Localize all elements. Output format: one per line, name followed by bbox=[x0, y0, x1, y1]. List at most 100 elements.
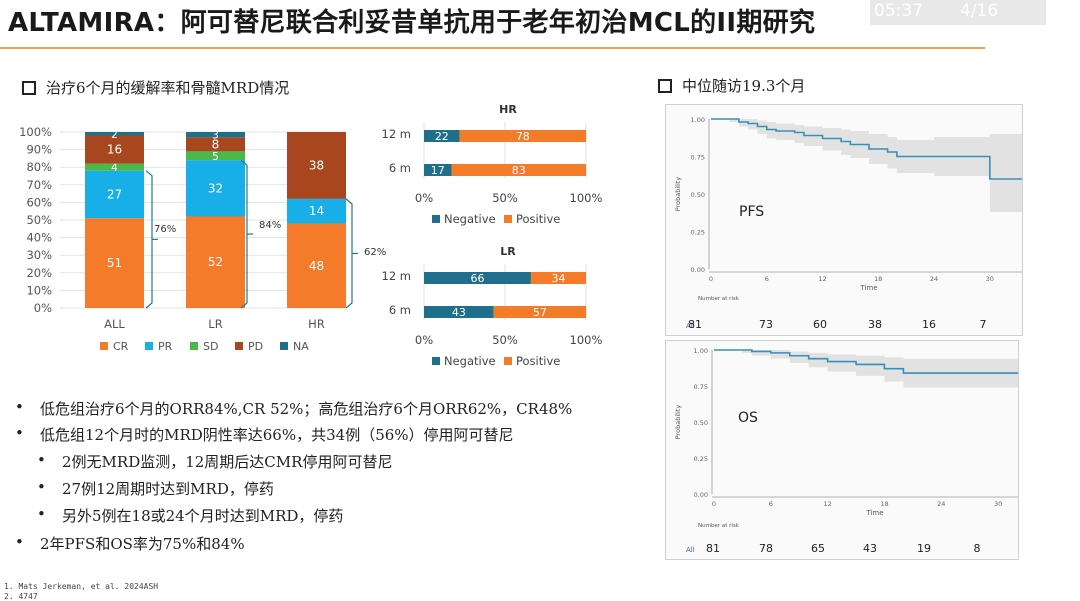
legend-label: Positive bbox=[516, 354, 560, 368]
y-tick-label: 0% bbox=[34, 301, 52, 315]
legend-swatch bbox=[432, 357, 440, 365]
left-section-heading: 治疗6个月的缓解率和骨髓MRD情况 bbox=[22, 77, 289, 98]
bar-segment-positive bbox=[451, 164, 586, 176]
x-tick-label: 0 bbox=[712, 500, 716, 508]
y-tick-label: 80% bbox=[26, 160, 52, 174]
data-label: 17 bbox=[431, 164, 445, 177]
y-tick-label: 1.00 bbox=[694, 347, 708, 355]
chart-title: LR bbox=[500, 245, 516, 258]
data-label: 52 bbox=[208, 255, 223, 269]
x-tick-label: 24 bbox=[937, 500, 945, 508]
legend-label: Negative bbox=[444, 212, 496, 226]
x-tick-label: HR bbox=[308, 317, 325, 331]
bullet-text: 另外5例在18或24个月时达到MRD，停药 bbox=[62, 507, 344, 525]
y-tick-label: 0.50 bbox=[694, 419, 708, 427]
y-tick-label: 0.25 bbox=[694, 455, 708, 463]
bar-segment-cr bbox=[287, 223, 346, 308]
bar-segment-pd bbox=[186, 137, 245, 152]
left-section-heading-text: 治疗6个月的缓解率和骨髓MRD情况 bbox=[46, 79, 290, 97]
os-km-curve: 0.00 0.25 0.50 0.75 1.00 0 6 12 18 24 30 Time Probab… bbox=[674, 347, 1036, 555]
y-tick-label: 0.00 bbox=[691, 266, 705, 274]
bullet-item: • 2年PFS和OS率为75%和84% bbox=[15, 533, 245, 554]
data-label: 32 bbox=[208, 181, 223, 195]
y-tick-label: 30% bbox=[26, 248, 52, 262]
bar-segment-pr bbox=[287, 198, 346, 224]
square-bullet-icon bbox=[658, 78, 672, 93]
legend-label: SD bbox=[203, 340, 218, 353]
number-at-risk: 38 bbox=[868, 318, 882, 331]
bar-segment-na bbox=[85, 132, 144, 136]
number-at-risk: 81 bbox=[688, 318, 702, 331]
y-tick-label: 10% bbox=[26, 283, 52, 297]
data-label: 5 bbox=[212, 151, 219, 163]
risk-table-title: Number at risk bbox=[698, 296, 740, 302]
sub-bullet-item: • 2例无MRD监测，12周期后达CMR停用阿可替尼 bbox=[37, 451, 392, 472]
data-label: 4 bbox=[111, 162, 118, 174]
number-at-risk: 19 bbox=[917, 542, 931, 555]
x-tick-label: 0% bbox=[415, 333, 433, 347]
legend-label: Negative bbox=[444, 354, 496, 368]
bullet-dot-icon: • bbox=[15, 533, 24, 551]
data-label: 38 bbox=[309, 158, 324, 172]
data-label: 51 bbox=[107, 256, 122, 270]
data-label: 14 bbox=[309, 204, 324, 218]
number-at-risk: 60 bbox=[813, 318, 827, 331]
bullet-dot-icon: • bbox=[37, 505, 46, 523]
page-title: ALTAMIRA：阿可替尼联合利妥昔单抗用于老年初治MCL的II期研究 bbox=[8, 8, 816, 38]
number-at-risk: 65 bbox=[811, 542, 825, 555]
x-tick-label: ALL bbox=[104, 317, 125, 331]
x-tick-label: 50% bbox=[492, 333, 518, 347]
bar-segment-positive bbox=[459, 130, 586, 142]
bar-segment-pd bbox=[287, 132, 346, 199]
data-label: 2 bbox=[111, 129, 118, 141]
bar-segment-pd bbox=[85, 135, 144, 164]
y-axis-label: Probability bbox=[674, 405, 682, 440]
slide-counter: 4/16 bbox=[960, 1, 999, 21]
footnote: 2. 4747 bbox=[4, 592, 38, 601]
legend-label: CR bbox=[113, 340, 129, 353]
x-tick-label: 6 bbox=[765, 275, 769, 283]
y-tick-label: 0.75 bbox=[691, 154, 705, 162]
sub-bullet-item: • 27例12周期时达到MRD，停药 bbox=[37, 478, 274, 499]
sub-bullet-item: • 另外5例在18或24个月时达到MRD，停药 bbox=[37, 505, 344, 526]
x-tick-label: 0 bbox=[709, 275, 713, 283]
data-label: 57 bbox=[533, 306, 547, 319]
lr-mrd-bar-chart: LR 12 m 66 34 6 m 43 57 0% 50% 100% Negative Positi… bbox=[382, 245, 603, 368]
bar-segment-sd bbox=[186, 151, 245, 161]
response-stacked-bar-chart: 0% 10% 20% 30% 40% 50% 60% 70% 80% 90% 100% 51 27 4 16… bbox=[19, 125, 386, 353]
legend-swatch bbox=[280, 342, 288, 350]
number-at-risk: 16 bbox=[922, 318, 936, 331]
legend-label: PD bbox=[248, 340, 263, 353]
x-tick-label: 30 bbox=[994, 500, 1002, 508]
x-tick-label: 100% bbox=[570, 191, 603, 205]
bullet-text: 2年PFS和OS率为75%和84% bbox=[40, 535, 245, 553]
bar-segment-na bbox=[186, 132, 245, 138]
x-axis-label: Time bbox=[865, 509, 883, 517]
bullet-text: 低危组治疗6个月的ORR84%,CR 52%；高危组治疗6个月ORR62%，CR… bbox=[40, 400, 573, 418]
pfs-km-curve: 0.00 0.25 0.50 0.75 1.00 0 6 12 18 24 30 Time Probab… bbox=[674, 116, 1027, 331]
chart-title: HR bbox=[499, 103, 517, 116]
orr-bracket bbox=[145, 170, 153, 309]
data-label: 8 bbox=[212, 137, 220, 151]
bar-segment-cr bbox=[85, 218, 144, 308]
y-tick-label: 0.50 bbox=[691, 191, 705, 199]
bar-segment-positive bbox=[530, 272, 586, 284]
y-tick-label: 60% bbox=[26, 195, 52, 209]
data-label: 3 bbox=[212, 130, 219, 142]
survival-curve bbox=[711, 118, 1027, 180]
bar-segment-cr bbox=[186, 216, 245, 308]
y-axis-label: Probability bbox=[674, 177, 682, 212]
y-tick-label: 90% bbox=[26, 143, 52, 157]
y-tick-label: 40% bbox=[26, 231, 52, 245]
orr-label: 76% bbox=[154, 224, 176, 235]
x-tick-label: 12 bbox=[818, 275, 826, 283]
orr-bracket bbox=[345, 198, 353, 309]
legend-swatch bbox=[100, 342, 108, 350]
y-tick-label: 12 m bbox=[382, 269, 412, 283]
legend-label: Positive bbox=[516, 212, 560, 226]
bar-segment-negative bbox=[424, 306, 494, 318]
os-panel: 0.00 0.25 0.50 0.75 1.00 0 6 12 18 24 30 Time Probab… bbox=[665, 340, 1036, 560]
bullet-dot-icon: • bbox=[15, 398, 24, 416]
survival-curve bbox=[714, 349, 1036, 374]
right-section-heading-text: 中位随访19.3个月 bbox=[682, 77, 806, 95]
